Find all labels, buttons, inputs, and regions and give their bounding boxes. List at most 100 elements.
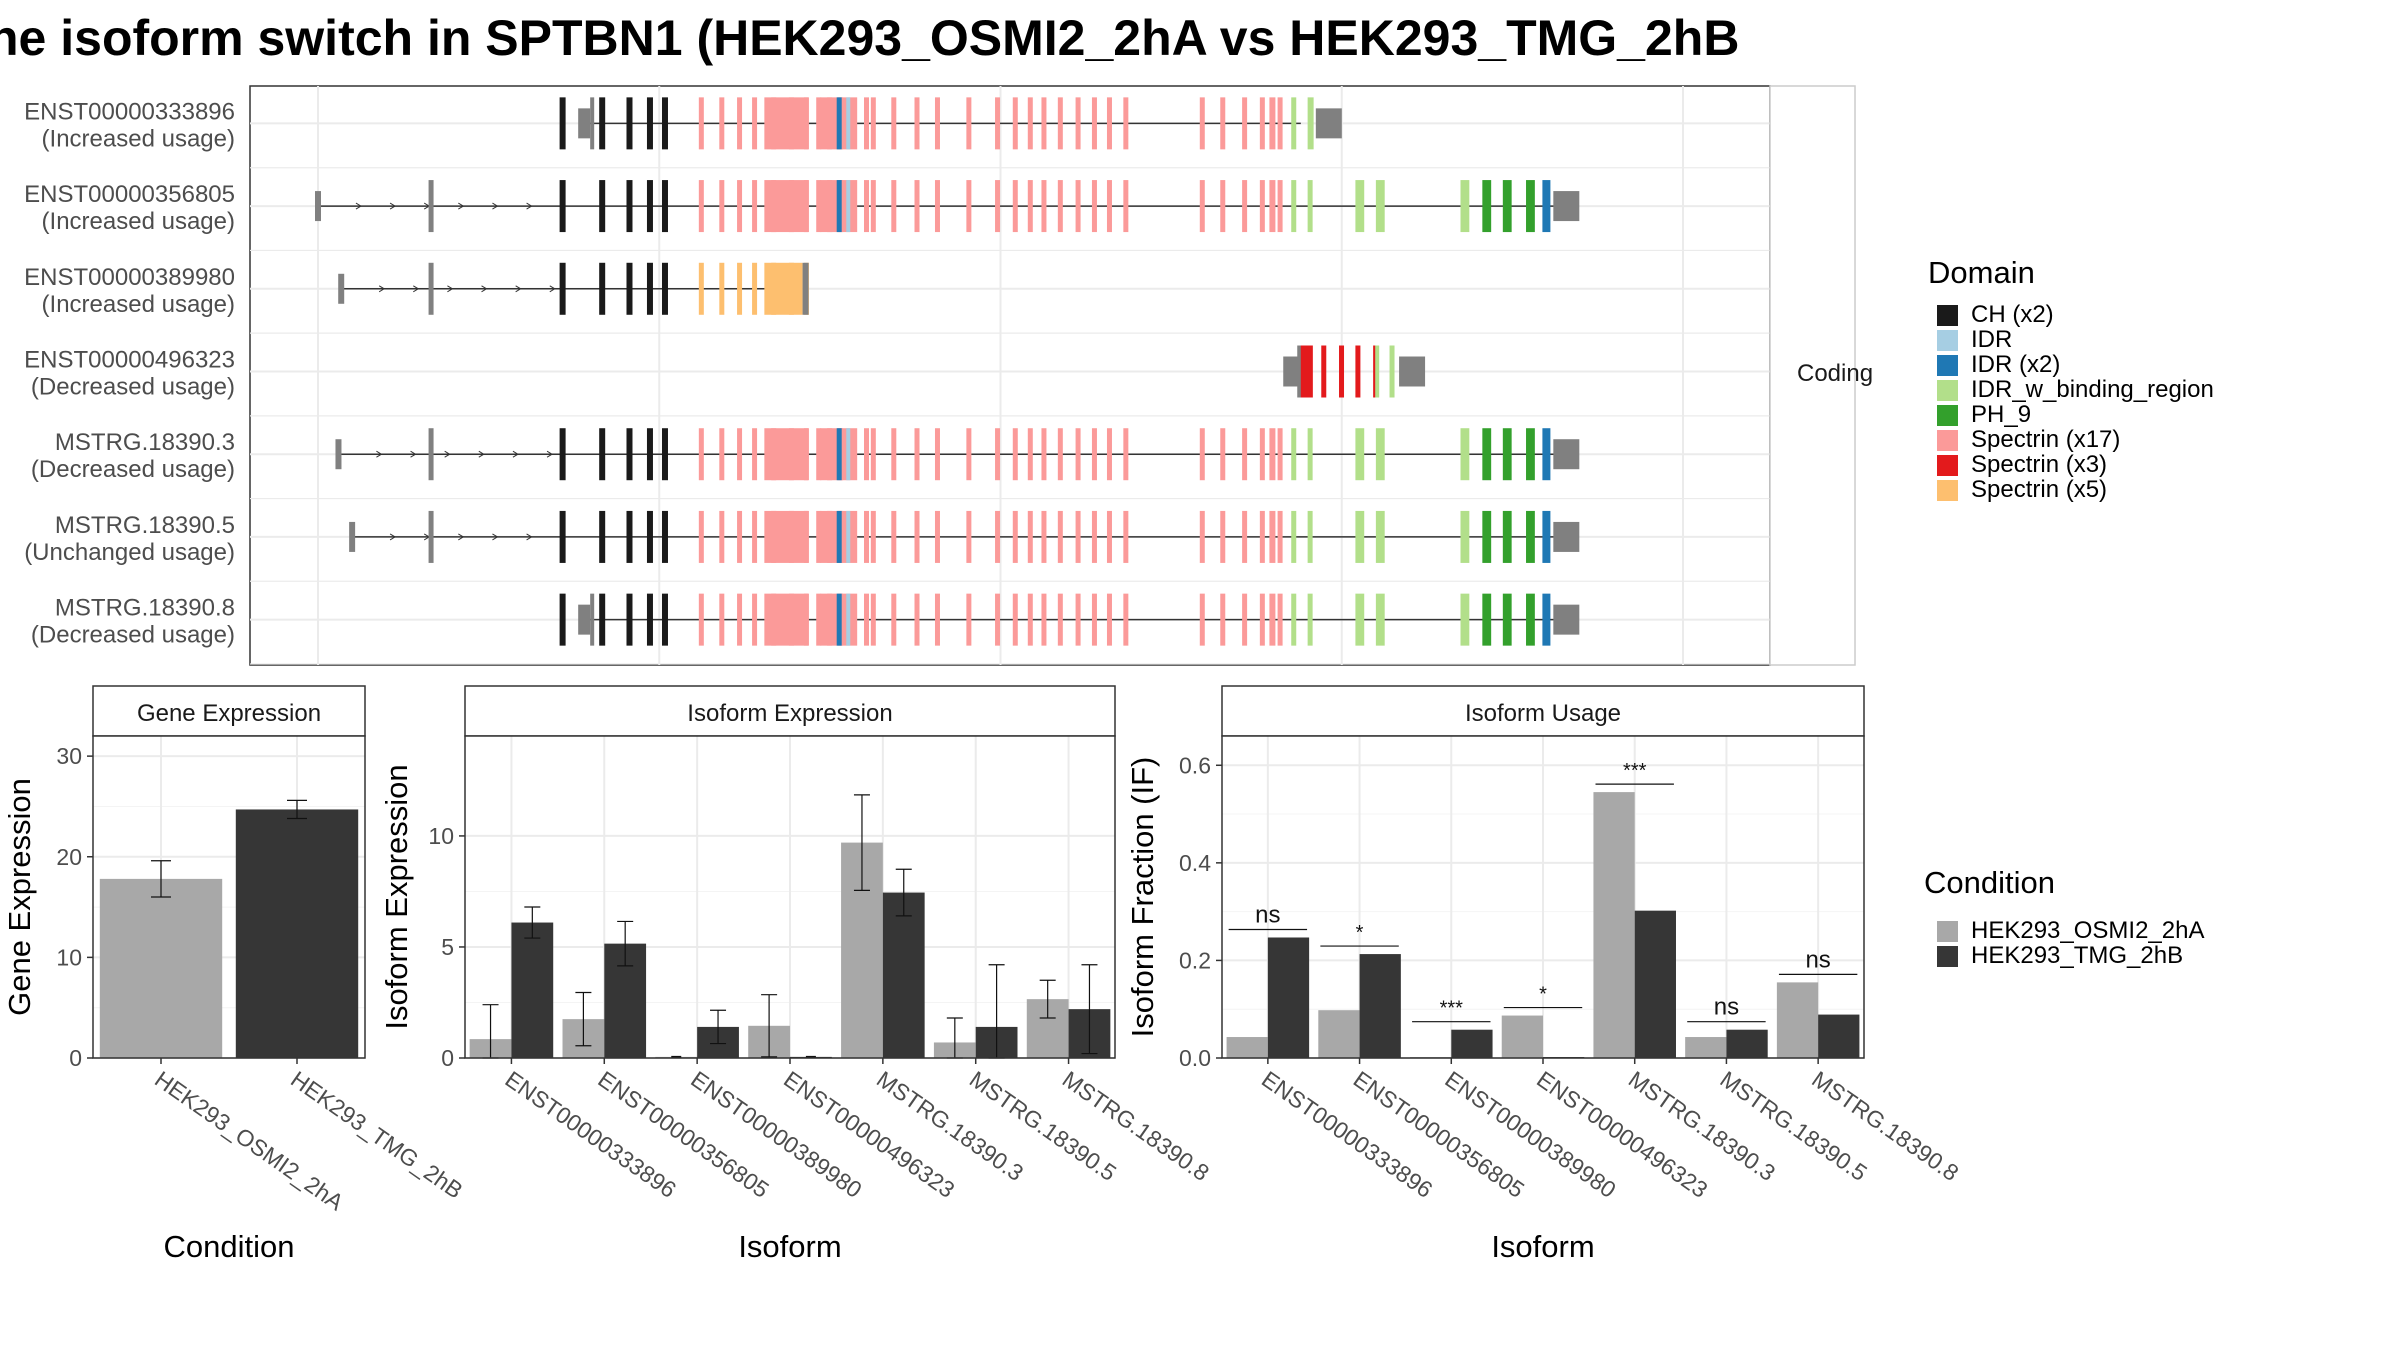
domain-exon [836, 428, 842, 481]
utr-block [1399, 356, 1426, 387]
domain-exon [966, 97, 972, 150]
utr-block [349, 521, 356, 552]
y-tick-label: 0 [69, 1045, 82, 1071]
domain-exon-block [764, 262, 803, 315]
domain-exon [1526, 510, 1535, 563]
domain-exon [1291, 593, 1297, 646]
domain-exon [1242, 593, 1248, 646]
domain-exon [1482, 180, 1492, 233]
significance-label: * [1539, 984, 1547, 1006]
domain-legend-label: CH (x2) [1971, 301, 2054, 328]
bar [1318, 1010, 1360, 1058]
transcript-id-label: ENST00000333896 [24, 98, 235, 125]
transcript-id-label: MSTRG.18390.8 [55, 595, 235, 622]
figure-title: he isoform switch in SPTBN1 (HEK293_OSMI… [0, 10, 1739, 66]
domain-exon [1291, 428, 1297, 481]
domain-exon [1277, 510, 1283, 563]
domain-exon [891, 180, 897, 233]
domain-exon [1291, 97, 1297, 150]
domain-exon [914, 510, 920, 563]
intron-direction-arrow [447, 285, 454, 293]
condition-legend-swatch [1937, 946, 1958, 967]
x-tick-label: MSTRG.18390.8 [1807, 1066, 1963, 1186]
domain-exon [1041, 593, 1047, 646]
bar [1593, 792, 1635, 1058]
y-tick-label: 0.4 [1179, 850, 1211, 876]
domain-exon [1259, 593, 1265, 646]
transcript-usage-label: (Decreased usage) [31, 456, 235, 483]
domain-exon [1460, 510, 1470, 563]
transcript-id-label: ENST00000356805 [24, 181, 235, 208]
domain-exon [1291, 510, 1297, 563]
domain-exon [836, 593, 842, 646]
transcript-id-label: ENST00000496323 [24, 347, 235, 374]
domain-legend-swatch [1937, 405, 1958, 426]
domain-exon [599, 97, 606, 150]
intron-direction-arrow [376, 450, 383, 458]
transcript-row [349, 510, 1580, 563]
domain-exon [934, 428, 940, 481]
domain-exon [1502, 428, 1512, 481]
domain-exon [995, 97, 1001, 150]
domain-legend-swatch [1937, 430, 1958, 451]
significance-label: ns [1255, 901, 1280, 928]
y-tick-label: 10 [56, 944, 82, 970]
x-tick-label: ENST00000356805 [1349, 1066, 1529, 1203]
domain-exon [737, 262, 743, 315]
domain-exon [737, 593, 743, 646]
intron-direction-arrow [512, 450, 519, 458]
domain-exon [1269, 97, 1276, 150]
domain-exon [816, 428, 822, 481]
domain-exon [1027, 180, 1033, 233]
domain-exon [1220, 510, 1226, 563]
domain-exon [661, 510, 668, 563]
domain-exon [836, 510, 842, 563]
coding-strip-label: Coding [1797, 360, 1873, 387]
domain-exon [1123, 97, 1129, 150]
domain-exon [870, 428, 876, 481]
domain-exon [1220, 593, 1226, 646]
domain-exon [626, 593, 633, 646]
domain-exon [1123, 510, 1129, 563]
condition-legend-swatch [1937, 921, 1958, 942]
domain-exon [864, 180, 869, 233]
transcript-id-label: MSTRG.18390.5 [55, 512, 235, 539]
domain-exon [816, 97, 822, 150]
domain-exon [1355, 345, 1361, 398]
domain-exon [1502, 510, 1512, 563]
domain-exon [698, 593, 704, 646]
domain-exon [1542, 510, 1551, 563]
domain-exon [719, 428, 725, 481]
intron-direction-arrow [458, 202, 465, 210]
domain-exon [1355, 593, 1365, 646]
intron-direction-arrow [515, 285, 522, 293]
y-tick-label: 5 [441, 934, 454, 960]
domain-exon [836, 180, 842, 233]
domain-exon [1355, 180, 1365, 233]
domain-exon [599, 262, 606, 315]
domain-exon [1339, 345, 1345, 398]
domain-exon [1106, 97, 1112, 150]
domain-exon [719, 510, 725, 563]
y-tick-label: 0 [441, 1045, 454, 1071]
domain-exon [1542, 593, 1551, 646]
significance-label: *** [1440, 998, 1464, 1020]
domain-exon [1091, 97, 1097, 150]
domain-exon [1307, 428, 1313, 481]
domain-legend-swatch [1937, 455, 1958, 476]
domain-exon [752, 593, 758, 646]
domain-exon [1259, 510, 1265, 563]
domain-exon [1291, 180, 1297, 233]
bar [1501, 1015, 1543, 1058]
intron-direction-arrow [492, 202, 499, 210]
bar [235, 809, 359, 1058]
domain-exon [1375, 180, 1385, 233]
domain-exon [864, 593, 869, 646]
domain-exon [737, 180, 743, 233]
domain-exon [1269, 510, 1276, 563]
domain-exon [1259, 428, 1265, 481]
domain-exon [719, 593, 725, 646]
